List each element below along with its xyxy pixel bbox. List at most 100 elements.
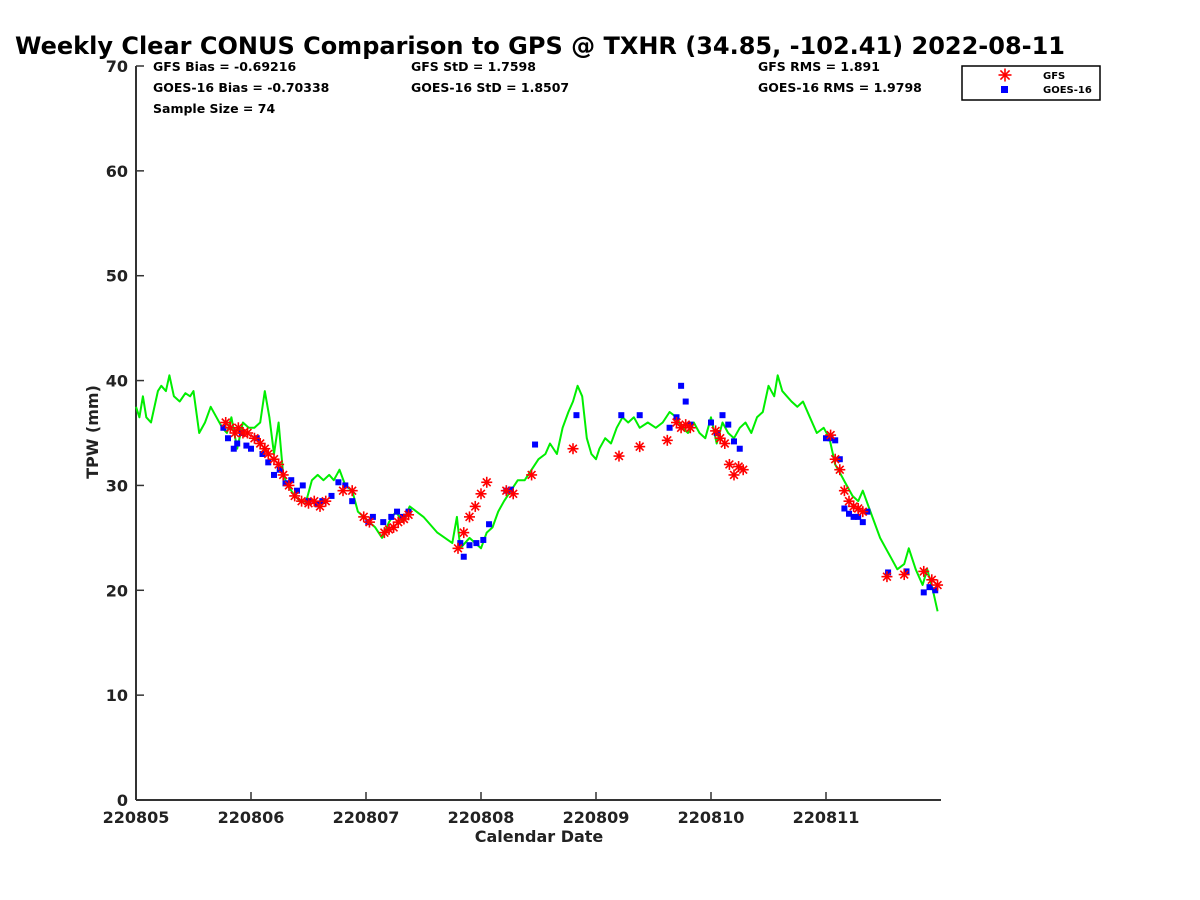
goes-16-point [328,492,335,499]
goes-16-point [708,419,714,426]
goes-16-point [926,584,933,591]
gfs-point [661,434,673,446]
gfs-point [242,427,254,439]
gfs-point [857,506,869,518]
legend-gfs-marker [998,68,1012,82]
goes-16-point [466,542,473,549]
y-axis-label: TPW (mm) [83,385,102,479]
goes-16-point [823,435,829,442]
goes-16-point [666,424,673,431]
gfs-point [452,542,464,554]
gfs-point [458,527,470,539]
goes-16-point [394,508,401,515]
goes-16-point [243,442,250,449]
goes-16-point [573,412,580,419]
gfs-point [481,476,493,488]
goes-16-point [480,536,487,543]
legend-box [961,65,1101,101]
goes-16-point [885,569,892,576]
x-tick-label: 220811 [793,808,860,827]
gfs-point [634,441,646,453]
x-tick-label: 220810 [678,808,745,827]
gfs-point [918,565,930,577]
y-tick-label: 0 [117,791,128,810]
goes-16-point [859,519,866,526]
goes-16-point [276,466,283,473]
gfs-series [220,417,944,591]
legend-gfs-label: GFS [1043,71,1065,82]
plot-axes: 0 10 20 30 40 50 60 70 220805 220806 220807 220808 2… [103,57,941,827]
sample-size-stat: Sample Size = 74 [153,101,275,116]
goes-16-point [486,521,493,528]
goes-16-point [342,482,349,489]
goes-rms-stat: GOES-16 RMS = 1.9798 [758,80,922,95]
goes-16-point [299,482,306,489]
chart-title: Weekly Clear CONUS Comparison to GPS @ T… [15,32,1065,60]
goes-16-point [335,479,342,486]
goes-16-point [507,486,514,493]
goes-16-point [259,450,266,457]
goes-16-point [731,438,737,445]
gfs-bias-stat: GFS Bias = -0.69216 [153,59,296,74]
goes-16-point [932,587,939,594]
goes-16-point [636,412,643,419]
gfs-point [825,429,837,441]
x-tick-label: 220807 [333,808,400,827]
goes-16-point [850,513,857,520]
gfs-point [710,425,722,437]
goes-16-point [225,435,231,442]
y-tick-label: 70 [106,57,128,76]
goes-std-stat: GOES-16 StD = 1.8507 [411,80,569,95]
gfs-point [289,490,301,502]
goes-16-point [388,513,395,520]
goes-16-point [282,480,289,487]
gfs-point [728,469,740,481]
gfs-point [737,464,749,476]
gfs-point [723,458,735,470]
gfs-point [834,464,846,476]
gfs-point [829,453,841,465]
gfs-point [283,479,295,491]
goes-16-point [220,424,227,431]
gfs-point [898,569,910,581]
gfs-point [346,485,358,497]
goes-16-point [460,553,467,560]
x-axis-label: Calendar Date [475,827,604,846]
y-tick-label: 60 [106,162,128,181]
legend-goes-marker [1001,86,1008,93]
goes-16-point [265,459,272,466]
gfs-point [838,485,850,497]
y-tick-label: 50 [106,267,128,286]
x-tick-label: 220806 [218,808,285,827]
goes-16-point [532,441,539,448]
gfs-point [403,509,415,521]
gfs-point [229,427,241,439]
x-tick-label: 220808 [448,808,515,827]
goes-16-point [248,445,254,452]
gfs-point [464,511,475,523]
gfs-point [475,488,487,500]
gfs-rms-stat: GFS RMS = 1.891 [758,59,880,74]
gfs-std-stat: GFS StD = 1.7598 [411,59,536,74]
gps-line [135,374,939,612]
goes-16-point [618,412,625,419]
gfs-point [296,495,308,507]
goes-16-point [920,589,927,596]
gfs-point [259,443,271,455]
gfs-point [567,443,579,455]
goes-16-point [855,513,862,520]
gfs-point [932,579,944,591]
gfs-point [398,513,410,525]
goes-16-point [230,445,237,452]
gfs-point [881,571,893,583]
y-tick-label: 30 [106,476,128,495]
gfs-point [719,437,731,449]
goes-16-point [678,382,685,389]
goes-16-point [473,540,480,547]
goes-16-point [369,513,376,520]
y-tick-label: 40 [106,372,128,391]
legend-gfs-asterisk [998,68,1012,82]
goes-16-point [457,540,464,547]
gfs-point [383,523,395,535]
